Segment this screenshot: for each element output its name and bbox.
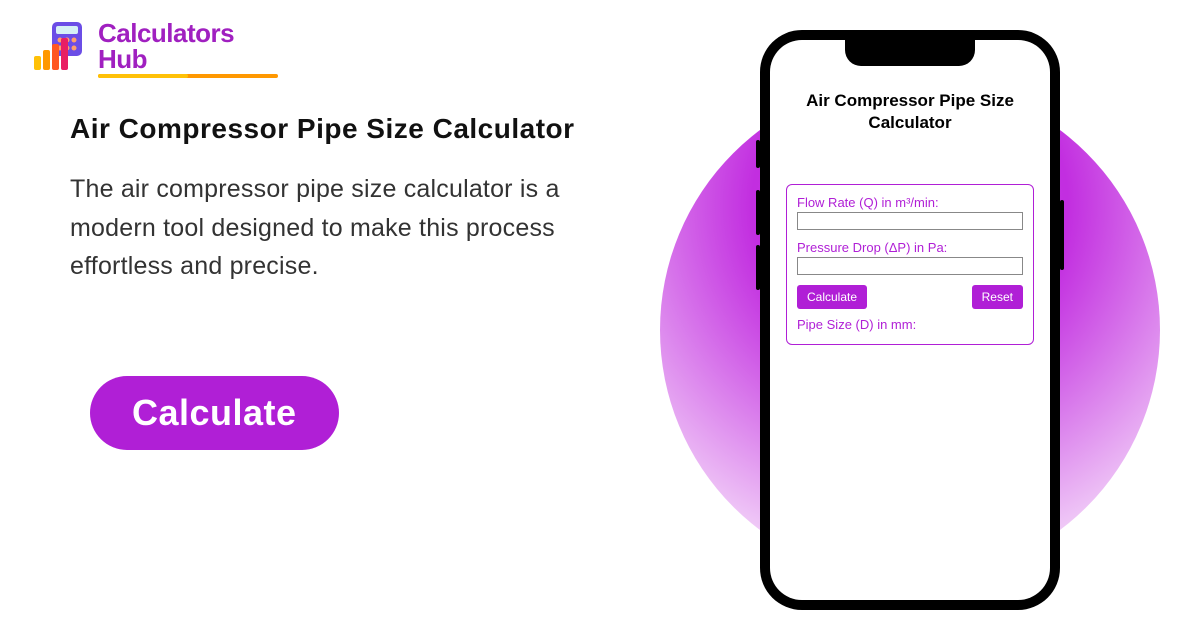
logo-text-top: Calculators [98, 20, 278, 46]
page-title: Air Compressor Pipe Size Calculator [70, 110, 590, 148]
phone-screen: Air Compressor Pipe Size Calculator Flow… [770, 40, 1050, 600]
result-label: Pipe Size (D) in mm: [797, 317, 1023, 332]
flow-rate-input[interactable] [797, 212, 1023, 230]
pressure-drop-label: Pressure Drop (ΔP) in Pa: [797, 240, 1023, 255]
phone-side-button [756, 140, 760, 168]
phone-side-button [1060, 200, 1064, 270]
form-reset-button[interactable]: Reset [972, 285, 1023, 309]
logo-icon [30, 20, 90, 80]
flow-rate-label: Flow Rate (Q) in m³/min: [797, 195, 1023, 210]
phone-mockup: Air Compressor Pipe Size Calculator Flow… [760, 30, 1060, 610]
logo: Calculators Hub [30, 20, 590, 80]
phone-side-button [756, 245, 760, 290]
logo-text-bottom: Hub [98, 46, 278, 72]
page-description: The air compressor pipe size calculator … [70, 170, 590, 286]
pressure-drop-input[interactable] [797, 257, 1023, 275]
calculate-cta-button[interactable]: Calculate [90, 376, 339, 450]
phone-side-button [756, 190, 760, 235]
logo-text: Calculators Hub [98, 20, 278, 80]
calculator-form: Flow Rate (Q) in m³/min: Pressure Drop (… [786, 184, 1034, 345]
phone-notch [845, 40, 975, 66]
form-calculate-button[interactable]: Calculate [797, 285, 867, 309]
calculator-title: Air Compressor Pipe Size Calculator [786, 90, 1034, 134]
